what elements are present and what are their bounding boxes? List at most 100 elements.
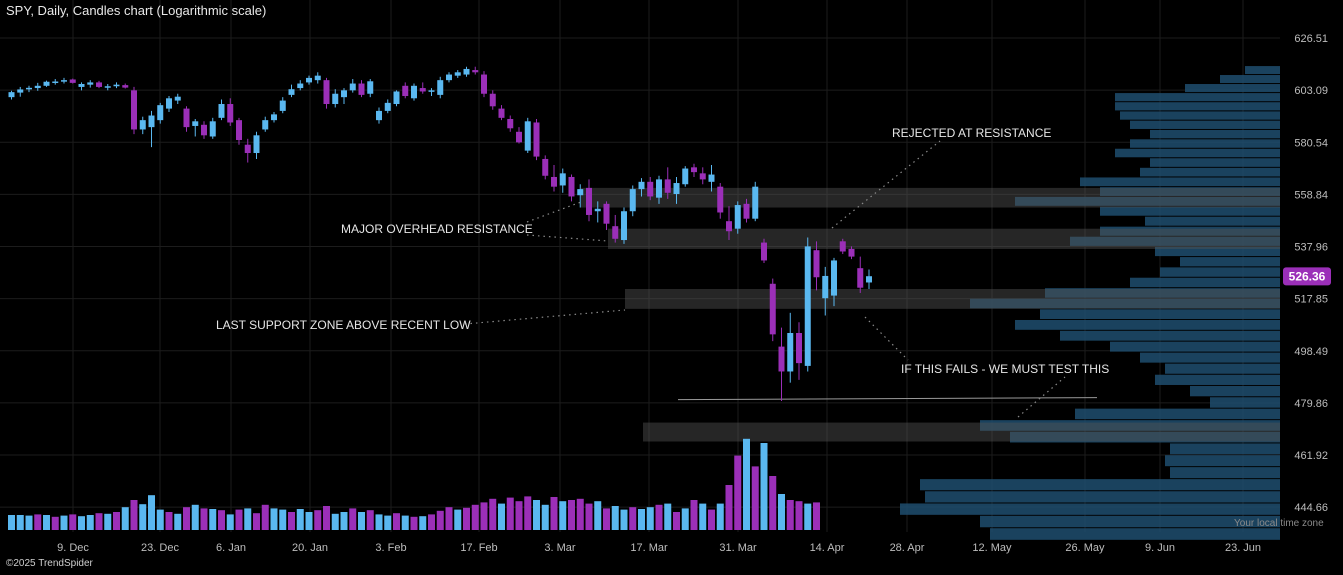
candle: [726, 206, 732, 241]
candle-body: [472, 70, 479, 73]
candle-body: [726, 221, 732, 232]
volume-profile-bar: [1015, 319, 1280, 330]
volume-bar: [463, 507, 470, 530]
candle: [271, 112, 277, 123]
volume-bar: [244, 508, 252, 530]
leader-rejected: [831, 140, 941, 229]
candle-body: [498, 108, 505, 118]
annotation-label: MAJOR OVERHEAD RESISTANCE: [341, 222, 533, 236]
candle: [717, 183, 724, 219]
volume-profile-bar: [1040, 309, 1280, 320]
volume-profile: [900, 66, 1280, 540]
volume-bar: [480, 502, 488, 530]
candle: [629, 185, 636, 217]
volume-bar: [174, 513, 182, 530]
candle: [393, 90, 400, 107]
candle: [113, 82, 120, 89]
volume-profile-bar: [1150, 129, 1280, 139]
volume-bar: [489, 498, 497, 530]
candle: [253, 131, 260, 159]
volume-profile-bar: [1100, 206, 1280, 216]
candle-body: [174, 96, 181, 101]
x-tick-label: 17. Feb: [460, 542, 497, 554]
candle-body: [734, 205, 741, 229]
volume-profile-bar: [970, 298, 1280, 309]
candle-body: [831, 260, 837, 296]
volume-bar: [8, 515, 15, 530]
volume-bar: [708, 509, 715, 530]
candle: [419, 82, 426, 94]
candle: [769, 278, 776, 342]
x-tick-label: 26. May: [1065, 542, 1105, 554]
candle-body: [244, 144, 251, 154]
candle-body: [209, 121, 216, 137]
candle-body: [376, 110, 382, 121]
candle-body: [603, 203, 610, 224]
candle-body: [314, 75, 321, 81]
candle: [376, 107, 382, 124]
candle: [699, 167, 706, 185]
annotation-label: REJECTED AT RESISTANCE: [892, 126, 1051, 140]
y-tick-label: 517.85: [1294, 294, 1328, 306]
x-tick-label: 9. Jun: [1145, 542, 1175, 554]
volume-profile-bar: [1130, 277, 1280, 288]
candle-body: [594, 208, 601, 212]
candle-body: [621, 211, 627, 241]
volume-profile-bar: [1115, 102, 1280, 111]
volume-bar: [436, 510, 444, 530]
candle-body: [17, 89, 24, 93]
y-tick-label: 444.66: [1294, 502, 1328, 514]
volume-bar: [69, 514, 77, 530]
candle-body: [26, 87, 32, 90]
candle-body: [201, 124, 207, 136]
candle: [778, 327, 785, 402]
candle: [454, 70, 461, 78]
volume-bar: [401, 515, 409, 530]
volume-bar: [305, 512, 313, 530]
volume-profile-bar: [1145, 216, 1280, 226]
leader-major-2: [526, 234, 609, 242]
last-price-badge: 526.36: [1283, 267, 1331, 286]
volume-bar: [524, 496, 532, 530]
volume-profile-bar: [1010, 431, 1280, 443]
x-tick-label: 31. Mar: [719, 542, 757, 554]
candle: [603, 201, 610, 230]
volume-bar: [366, 510, 374, 530]
candle-body: [131, 90, 137, 130]
candle: [332, 89, 339, 108]
candle-body: [848, 248, 855, 257]
volume-profile-bar: [1190, 385, 1280, 397]
candle: [691, 163, 697, 177]
candle-body: [218, 104, 225, 118]
y-tick-label: 498.49: [1294, 346, 1328, 358]
volume-profile-bar: [900, 503, 1280, 515]
volume-bar: [183, 507, 190, 530]
volume-bar: [314, 510, 322, 530]
candle-body: [157, 105, 164, 121]
candle: [559, 168, 566, 193]
candle-body: [524, 121, 531, 151]
candle-body: [43, 81, 50, 86]
y-axis: 626.51 603.09 580.54 558.84 537.96 517.85 498.…: [1294, 33, 1328, 514]
volume-bar: [288, 512, 295, 530]
candle: [761, 238, 767, 264]
candle: [481, 71, 487, 98]
candle: [787, 312, 794, 383]
candle-body: [577, 189, 584, 196]
candle: [839, 238, 846, 255]
volume-bar: [235, 509, 243, 530]
candle: [533, 118, 540, 161]
candle: [157, 102, 164, 124]
volume-profile-bar: [980, 515, 1280, 528]
candle: [218, 99, 225, 121]
candle-body: [437, 80, 444, 95]
volume-profile-bar: [1220, 75, 1280, 84]
y-tick-label: 580.54: [1294, 137, 1328, 149]
candle-body: [271, 114, 277, 121]
candle-body: [96, 82, 102, 87]
candle-body: [839, 241, 846, 252]
candle-body: [402, 85, 409, 97]
volume-profile-bar: [1150, 158, 1280, 167]
